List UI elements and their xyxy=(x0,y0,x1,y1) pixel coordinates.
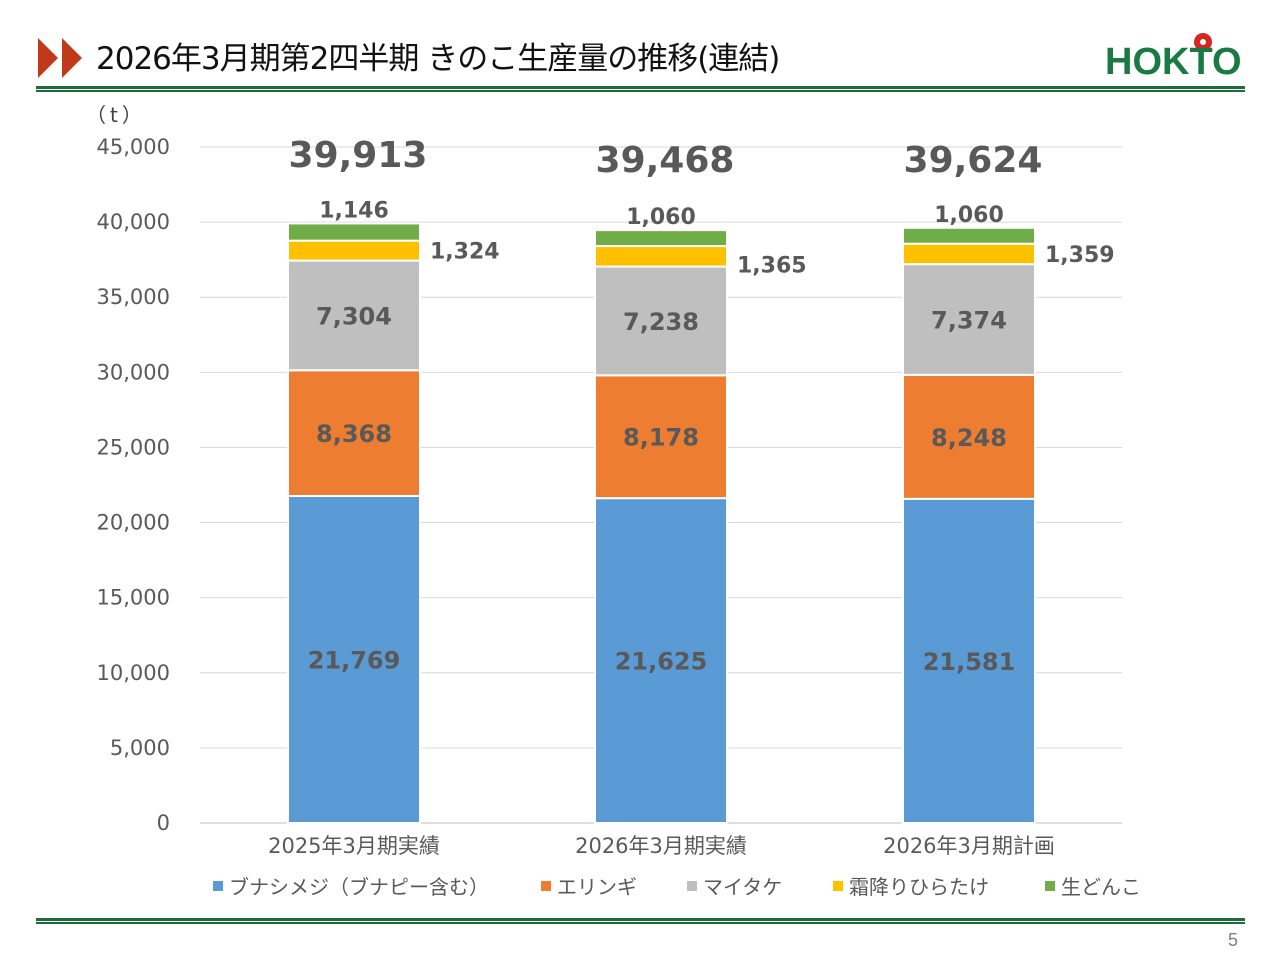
data-label: 8,368 xyxy=(316,420,392,448)
bar-segment xyxy=(902,242,1036,266)
data-label: 21,581 xyxy=(923,648,1016,676)
total-label: 39,913 xyxy=(289,135,428,176)
data-label: 1,146 xyxy=(319,198,389,223)
data-label: 1,060 xyxy=(934,203,1004,228)
total-label: 39,624 xyxy=(904,140,1043,181)
data-label: 8,248 xyxy=(931,424,1007,452)
header-rule xyxy=(36,86,1245,92)
bar-segment xyxy=(287,222,421,242)
data-label: 7,238 xyxy=(623,308,699,336)
y-tick-label: 20,000 xyxy=(97,511,170,535)
footer-rule xyxy=(36,918,1245,924)
slide-header: 2026年3月期第2四半期 きのこ生産量の推移(連結) HOKTO xyxy=(0,0,1280,100)
y-tick-label: 25,000 xyxy=(97,435,170,459)
y-tick-label: 30,000 xyxy=(97,360,170,384)
y-tick-label: 0 xyxy=(157,811,170,835)
data-label: 21,625 xyxy=(615,648,708,676)
y-tick-label: 15,000 xyxy=(97,586,170,610)
data-label: 1,365 xyxy=(737,253,807,278)
bar-segment xyxy=(902,263,1036,376)
legend-label: 生どんこ xyxy=(1061,875,1141,899)
slide-title: 2026年3月期第2四半期 きのこ生産量の推移(連結) xyxy=(96,41,780,77)
total-label: 39,468 xyxy=(596,140,735,181)
bar-segment xyxy=(594,497,728,824)
data-label: 8,178 xyxy=(623,424,699,452)
hokto-logo: HOKTO xyxy=(1105,33,1242,80)
legend-item: 生どんこ xyxy=(1045,871,1141,900)
legend-item: マイタケ xyxy=(687,871,782,900)
y-axis-unit-label: （t） xyxy=(86,103,146,127)
legend-item: エリンギ xyxy=(541,871,637,900)
bar-segment xyxy=(594,265,728,377)
data-label: 1,359 xyxy=(1045,243,1115,268)
y-tick-label: 10,000 xyxy=(97,661,170,685)
bar-segment xyxy=(287,259,421,372)
y-tick-label: 45,000 xyxy=(97,135,170,159)
x-tick-label: 2026年3月期計画 xyxy=(883,834,1055,858)
bar-segment xyxy=(594,374,728,500)
data-label: 1,324 xyxy=(430,240,500,265)
legend-label: エリンギ xyxy=(557,875,637,899)
legend-item: ブナシメジ（ブナピー含む） xyxy=(213,871,489,900)
legend-swatch xyxy=(833,880,843,891)
bar-segment xyxy=(287,239,421,262)
chart-legend: ブナシメジ（ブナピー含む） エリンギ マイタケ 霜降りひらたけ 生どんこ xyxy=(0,871,1280,899)
legend-label: 霜降りひらたけ xyxy=(849,875,989,899)
x-tick-label: 2025年3月期実績 xyxy=(268,834,440,858)
legend-swatch xyxy=(213,880,223,891)
legend-swatch xyxy=(687,880,697,891)
data-label: 1,060 xyxy=(626,205,696,230)
data-label: 7,374 xyxy=(931,307,1007,335)
bar-segment xyxy=(902,226,1036,245)
legend-label: ブナシメジ（ブナピー含む） xyxy=(229,875,489,899)
bar-segment xyxy=(902,373,1036,500)
legend-item: 霜降りひらたけ xyxy=(833,871,989,900)
bar-segment xyxy=(594,229,728,248)
data-label: 21,769 xyxy=(308,646,401,674)
legend-swatch xyxy=(541,880,551,891)
data-label: 7,304 xyxy=(316,302,392,330)
x-tick-label: 2026年3月期実績 xyxy=(575,834,747,858)
bar-segment xyxy=(902,497,1036,824)
legend-swatch xyxy=(1045,880,1055,891)
y-tick-label: 5,000 xyxy=(110,736,170,760)
page-number: 5 xyxy=(1227,930,1238,950)
bar-segment xyxy=(594,245,728,268)
legend-label: マイタケ xyxy=(703,875,783,899)
y-tick-label: 35,000 xyxy=(97,285,170,309)
double-arrow-icon xyxy=(38,38,82,78)
y-tick-label: 40,000 xyxy=(97,210,170,234)
svg-text:HOKTO: HOKTO xyxy=(1105,41,1242,80)
